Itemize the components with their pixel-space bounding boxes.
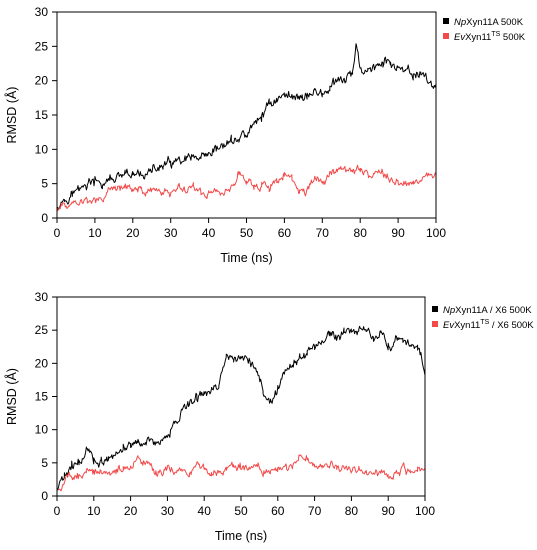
y-tick-label: 0 [41,211,48,225]
y-tick-label: 15 [35,108,49,122]
legend-swatch [443,33,449,39]
legend-label: NpXyn11A / X6 500K [443,305,532,316]
x-tick-label: 70 [316,226,330,240]
x-tick-label: 0 [54,504,61,518]
chart-panel-1: 0 10 20 30 40 50 60 70 80 90 100 0 5 10 15 20 25 30 Time (… [4,5,526,265]
y-tick-label: 15 [35,390,49,404]
y-tick-label: 25 [35,39,49,53]
plot-frame [56,296,426,497]
x-tick-label: 50 [234,504,248,518]
x-tick-label: 60 [271,504,285,518]
legend: NpXyn11A 500K EvXyn11TS 500K [443,17,526,43]
y-tick-label: 20 [35,74,49,88]
series-line-1 [57,43,436,210]
x-tick-label: 30 [164,226,178,240]
x-tick-label: 20 [126,226,140,240]
y-tick-label: 30 [35,290,49,304]
series-line-2 [57,454,425,492]
y-axis-title: RMSD (Å) [4,87,19,144]
legend-label: EvXyn11TS / X6 500K [443,319,534,331]
x-tick-label: 90 [391,226,405,240]
y-tick-label: 5 [41,456,48,470]
x-tick-label: 60 [278,226,292,240]
y-tick-label: 0 [41,489,48,503]
x-tick-label: 0 [54,226,61,240]
legend-label: NpXyn11A 500K [454,17,524,28]
y-tick-label: 25 [35,323,49,337]
y-axis-title: RMSD (Å) [4,368,19,425]
x-tick-label: 100 [415,504,435,518]
y-tick-label: 5 [41,177,48,191]
x-tick-label: 40 [198,504,212,518]
x-tick-label: 100 [426,226,446,240]
x-tick-label: 80 [345,504,359,518]
y-tick-label: 10 [35,423,49,437]
x-axis-title: Time (ns) [215,529,267,543]
x-tick-label: 50 [240,226,254,240]
y-tick-label: 20 [35,356,49,370]
legend-swatch [432,306,438,312]
series-line-1 [57,325,425,490]
legend: NpXyn11A / X6 500K EvXyn11TS / X6 500K [432,305,534,331]
x-tick-label: 80 [354,226,368,240]
x-tick-label: 10 [87,504,101,518]
x-tick-label: 70 [308,504,322,518]
x-tick-label: 90 [382,504,396,518]
y-tick-label: 30 [35,5,49,19]
x-tick-label: 40 [202,226,216,240]
series-line-2 [57,164,436,212]
x-tick-label: 10 [88,226,102,240]
legend-swatch [432,321,438,327]
legend-swatch [443,18,449,24]
x-tick-label: 20 [124,504,138,518]
x-axis-title: Time (ns) [220,251,272,265]
x-tick-label: 30 [161,504,175,518]
y-tick-label: 10 [35,142,49,156]
legend-label: EvXyn11TS 500K [454,31,526,43]
chart-panel-2: 0 10 20 30 40 50 60 70 80 90 100 0 5 10 15 20 25 30 Time (… [4,290,534,543]
